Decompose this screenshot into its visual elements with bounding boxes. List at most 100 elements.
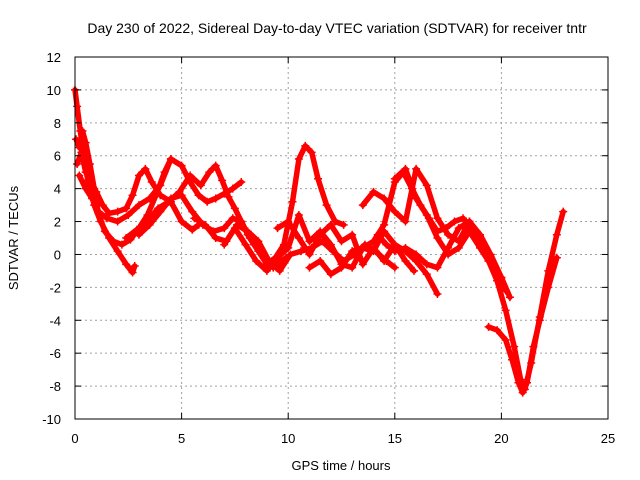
data-point-marker (275, 266, 284, 275)
data-point-marker (147, 178, 156, 187)
data-point-marker (230, 204, 239, 213)
data-point-marker (401, 217, 410, 226)
data-point-marker (194, 191, 203, 200)
data-point-marker (373, 230, 382, 239)
data-point-marker (77, 148, 86, 157)
data-point-marker (92, 187, 101, 196)
y-tick-label: -8 (49, 379, 61, 394)
y-tick-label: 6 (54, 149, 61, 164)
data-point-marker (141, 164, 150, 173)
data-point-marker (476, 243, 485, 252)
data-point-marker (113, 217, 122, 226)
plot-frame (74, 56, 609, 420)
data-point-marker (518, 388, 527, 397)
data-point-marker (211, 194, 220, 203)
data-point-marker (252, 257, 261, 266)
x-tick-label: 0 (71, 431, 78, 446)
data-point-marker (348, 230, 357, 239)
data-point-marker (450, 217, 459, 226)
data-point-marker (254, 237, 263, 246)
data-point-marker (401, 243, 410, 252)
data-point-marker (301, 141, 310, 150)
data-point-marker (409, 266, 418, 275)
data-point-marker (390, 207, 399, 216)
data-point-marker (514, 378, 523, 387)
data-point-marker (444, 250, 453, 259)
x-tick-label: 25 (601, 431, 615, 446)
data-point-marker (122, 204, 131, 213)
data-point-marker (284, 243, 293, 252)
data-point-marker (401, 164, 410, 173)
data-point-marker (166, 194, 175, 203)
data-point-marker (94, 207, 103, 216)
data-point-marker (484, 322, 493, 331)
data-point-marker (102, 214, 111, 223)
data-point-marker (390, 263, 399, 272)
data-point-marker (296, 247, 305, 256)
data-point-marker (529, 342, 538, 351)
data-point-marker (286, 250, 295, 259)
y-tick-label: -10 (42, 412, 61, 427)
data-point-marker (348, 263, 357, 272)
data-point-marker (358, 260, 367, 269)
data-point-marker (177, 217, 186, 226)
data-point-marker (316, 257, 325, 266)
data-point-marker (348, 247, 357, 256)
x-tick-label: 5 (178, 431, 185, 446)
data-point-marker (401, 257, 410, 266)
data-point-marker (134, 171, 143, 180)
data-point-marker (117, 240, 126, 249)
data-point-marker (188, 225, 197, 234)
data-point-marker (465, 227, 474, 236)
data-point-marker (273, 253, 282, 262)
data-point-marker (493, 276, 502, 285)
data-point-marker (422, 210, 431, 219)
data-point-marker (72, 135, 81, 144)
data-point-marker (493, 326, 502, 335)
data-point-marker (326, 270, 335, 279)
y-tick-label: 2 (54, 215, 61, 230)
chart-title: Day 230 of 2022, Sidereal Day-to-day VTE… (87, 20, 587, 36)
y-tick-label: -6 (49, 346, 61, 361)
data-point-marker (433, 234, 442, 242)
x-axis-label: GPS time / hours (292, 458, 391, 473)
y-tick-label: 0 (54, 247, 61, 262)
data-point-marker (484, 257, 493, 266)
series-line-arc-2 (73, 128, 174, 248)
data-point-marker (243, 227, 252, 236)
data-point-marker (337, 263, 346, 272)
data-point-marker (508, 355, 517, 364)
data-point-marker (75, 143, 84, 152)
data-point-marker (156, 207, 165, 216)
data-point-marker (412, 194, 421, 203)
data-point-marker (130, 261, 139, 270)
data-point-marker (288, 197, 297, 206)
data-point-marker (380, 194, 389, 203)
data-point-marker (122, 234, 131, 242)
y-tick-label: -4 (49, 313, 61, 328)
x-tick-label: 10 (281, 431, 295, 446)
data-point-marker (535, 316, 544, 325)
data-point-marker (124, 210, 133, 219)
data-series (71, 85, 568, 397)
data-point-marker (190, 214, 199, 223)
y-tick-label: 4 (54, 182, 61, 197)
data-point-marker (326, 240, 335, 249)
series-line-arc-13 (392, 166, 566, 393)
data-point-marker (422, 270, 431, 279)
data-point-marker (201, 220, 210, 229)
data-point-marker (205, 168, 214, 177)
data-point-marker (307, 148, 316, 157)
data-point-marker (501, 336, 510, 345)
data-point-marker (156, 191, 165, 200)
data-point-marker (109, 237, 118, 246)
data-point-marker (186, 171, 195, 180)
data-point-marker (145, 194, 154, 203)
data-point-marker (228, 184, 237, 193)
data-point-marker (273, 224, 282, 233)
data-point-marker (81, 184, 90, 193)
y-tick-label: 12 (47, 50, 61, 65)
axis-ticks: 0 5 10 15 20 25 -10 -8 -6 -4 -2 0 2 4 6 8 10 12 (42, 50, 615, 446)
data-point-marker (134, 201, 143, 210)
data-point-marker (552, 253, 561, 262)
